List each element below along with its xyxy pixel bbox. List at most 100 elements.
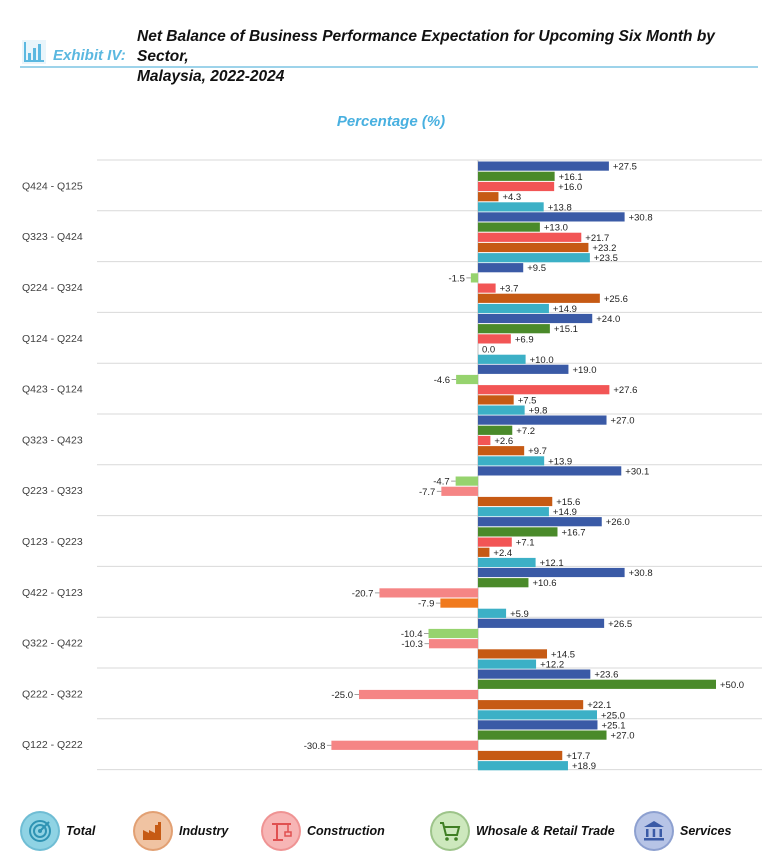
data-label: +18.9 [572, 761, 596, 772]
legend-label: Industry [179, 824, 229, 838]
bar [478, 171, 555, 181]
data-label: +3.7 [500, 284, 519, 295]
bar-chart: Q424 - Q125 +27.5 +16.1+16.0 +4.3 +13.8 Q323 … [22, 159, 762, 772]
data-label: +16.1 [559, 172, 583, 183]
bar [478, 669, 591, 679]
legend-item: Services [634, 808, 731, 854]
legend-item: Total [20, 808, 95, 854]
chart-unit-label: Percentage (%) [336, 113, 446, 130]
data-label: +27.0 [611, 731, 635, 742]
bar [478, 496, 553, 507]
bar [478, 395, 514, 405]
bar [478, 263, 524, 273]
bar [478, 212, 625, 222]
legend-item: Construction [261, 808, 385, 854]
bar [478, 537, 512, 547]
data-label: +30.8 [629, 212, 653, 223]
data-label: +25.1 [601, 720, 625, 731]
bar [478, 557, 536, 568]
data-label: +50.0 [720, 680, 744, 691]
bar [470, 273, 478, 283]
data-label: +19.0 [572, 365, 596, 376]
bar [478, 547, 490, 557]
data-label: +2.4 [493, 548, 512, 559]
bar [478, 334, 511, 344]
data-label: +13.0 [544, 223, 568, 234]
data-label: +12.2 [540, 660, 564, 671]
bar [478, 730, 607, 740]
legend-item: Whosale & Retail Trade [430, 808, 615, 854]
legend-label: Total [66, 824, 96, 838]
bar [331, 740, 478, 750]
data-label: -7.7 [419, 487, 435, 498]
data-label: +9.5 [527, 263, 546, 274]
data-label: 0.0 [482, 345, 495, 356]
bar [478, 242, 589, 253]
bar [379, 588, 478, 598]
factory-icon [133, 811, 173, 851]
data-label: +13.8 [548, 202, 572, 213]
data-label: +13.9 [548, 456, 572, 467]
bar [478, 232, 582, 242]
data-label: +14.9 [553, 507, 577, 518]
data-label: +26.5 [608, 619, 632, 630]
bar [478, 324, 550, 334]
bar [478, 425, 513, 435]
category-label: Q124 - Q224 [22, 333, 83, 345]
bar [440, 598, 478, 608]
bar [478, 608, 507, 618]
bar [478, 202, 544, 212]
data-label: +25.6 [604, 294, 628, 305]
data-label: -4.7 [433, 477, 449, 488]
data-label: +30.1 [625, 466, 649, 477]
data-label: +16.7 [561, 527, 585, 538]
bar [478, 293, 600, 303]
legend-label: Whosale & Retail Trade [476, 824, 615, 838]
bar [478, 192, 499, 202]
legend-label: Services [680, 824, 732, 838]
data-label: +2.6 [494, 436, 513, 447]
exhibit-header: Exhibit IV: Net Balance of Business Perf… [0, 0, 782, 85]
data-label: +4.3 [502, 192, 521, 203]
crane-icon [261, 811, 301, 851]
bar [456, 374, 478, 385]
legend-label: Construction [307, 824, 385, 838]
bar [455, 476, 478, 486]
bar [478, 679, 716, 689]
category-label: Q422 - Q123 [22, 587, 83, 599]
data-label: +26.0 [606, 517, 630, 528]
data-label: +5.9 [510, 609, 529, 620]
data-label: +22.1 [587, 700, 611, 711]
bar [478, 385, 610, 395]
bar [478, 466, 622, 476]
data-label: +7.2 [516, 426, 535, 437]
data-label: +27.6 [613, 385, 637, 396]
bank-icon [634, 811, 674, 851]
bar [478, 710, 597, 720]
bar [478, 446, 525, 456]
bar [478, 253, 590, 263]
category-label: Q424 - Q125 [22, 180, 83, 192]
bar [478, 700, 584, 710]
chart-title: Net Balance of Business Performance Expe… [137, 27, 767, 87]
data-label: -20.7 [352, 588, 374, 599]
data-label: -10.3 [401, 639, 423, 650]
data-label: +17.7 [566, 751, 590, 762]
bar [428, 639, 478, 649]
category-label: Q322 - Q422 [22, 638, 83, 650]
bar [478, 405, 525, 415]
bar [428, 628, 478, 639]
exhibit-label: Exhibit IV: [53, 47, 126, 64]
legend: Total Industry Construction Whosale & Retai… [0, 808, 782, 854]
category-label: Q222 - Q322 [22, 688, 83, 700]
category-label: Q122 - Q222 [22, 739, 83, 751]
data-label: -7.9 [418, 599, 434, 610]
bar [478, 618, 605, 628]
bar [478, 578, 529, 588]
bar [478, 313, 593, 324]
data-label: +9.7 [528, 446, 547, 457]
category-label: Q423 - Q124 [22, 384, 83, 396]
bar [478, 517, 602, 527]
bar [478, 181, 555, 192]
bar [478, 283, 496, 293]
